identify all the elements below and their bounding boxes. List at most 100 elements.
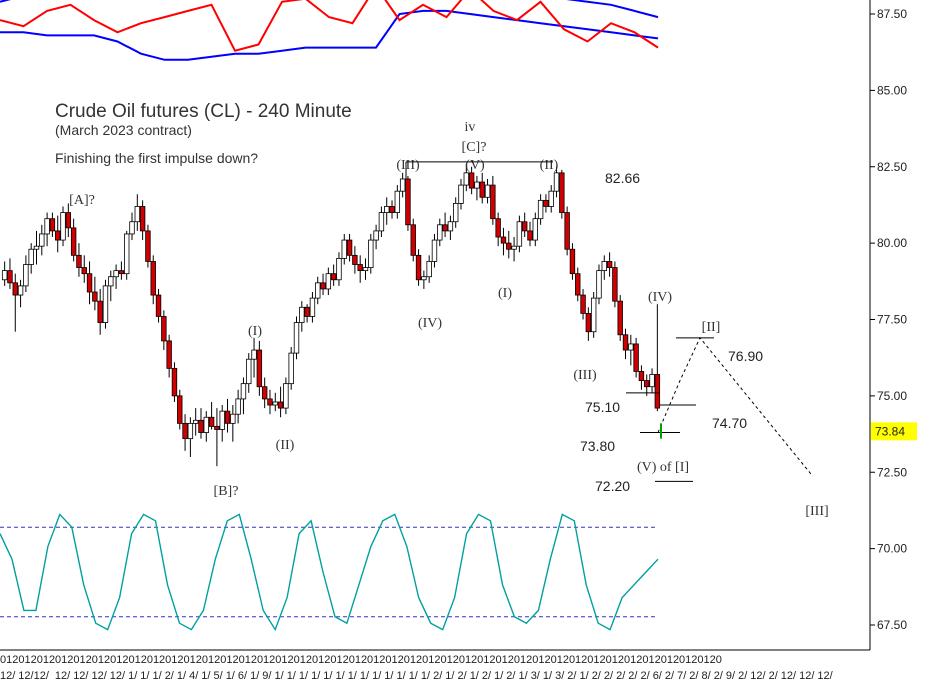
candle-body [511, 245, 517, 250]
candle-body [543, 199, 549, 207]
candle-body [596, 270, 602, 299]
candle-body [569, 248, 576, 275]
x-tick-label: 2/ [738, 670, 748, 682]
y-tick-label: 67.50 [877, 618, 907, 632]
x-tick-label: 1/ [348, 670, 358, 682]
candle-body [559, 172, 565, 213]
candle-body [612, 267, 618, 302]
x-axis-ticks: 0120120120120120120120120120120120120120… [0, 654, 834, 682]
wave-label: [B]? [214, 484, 239, 499]
x-tick-label: 2/ [506, 670, 516, 682]
x-tick-label: 12/ [817, 670, 833, 682]
x-tick-label: 1/ [287, 670, 297, 682]
x-tick-label: 1/ [372, 670, 382, 682]
candle-body [500, 236, 507, 244]
x-tick-label: 1/ [336, 670, 346, 682]
top-indicator-line [0, 0, 659, 19]
candle-body [224, 410, 231, 424]
candle-body [352, 254, 358, 265]
wave-label: [III] [805, 504, 828, 519]
candle-body [325, 273, 332, 290]
candle-body [410, 224, 416, 256]
wave-label: [II] [702, 320, 721, 335]
wave-label: (I) [248, 324, 262, 339]
x-tick-label: 12/ [750, 670, 766, 682]
candle-body [33, 245, 40, 250]
x-tick-label: 2/ [482, 670, 492, 682]
candle-body [405, 178, 411, 226]
y-tick-label: 70.00 [877, 542, 907, 556]
x-tick-label: 1/ [360, 670, 370, 682]
candle-body [293, 322, 300, 354]
x-tick-top-row: 0120120120120120120120120120120120120120… [0, 654, 722, 666]
candle-body [617, 300, 623, 336]
candle-body [1, 270, 8, 281]
candle-body [219, 410, 225, 430]
candle-body [65, 212, 72, 229]
x-tick-label: 1/ [543, 670, 553, 682]
candle-body [532, 218, 538, 241]
candle-body [102, 285, 109, 323]
price-level-label: 75.10 [585, 399, 620, 415]
x-tick-label: 2/ [433, 670, 443, 682]
candle-body [161, 316, 167, 342]
top-indicator-line [0, 0, 659, 52]
candle-body [124, 233, 130, 275]
x-tick-label: 1/ [140, 670, 150, 682]
candle-body [139, 206, 146, 232]
x-tick-label: 1/ [128, 670, 138, 682]
candle-body [198, 419, 204, 433]
candle-body [55, 230, 61, 241]
candle-body [283, 383, 289, 409]
y-axis-ticks: 67.50 70.00 72.50 75.00 77.50 80.00 82.50 85.00… [870, 7, 907, 632]
wave-label: (IV) [418, 316, 442, 331]
wave-label: (II) [276, 438, 295, 453]
candle-body [17, 285, 24, 296]
candle-body [431, 239, 438, 262]
candle-body [590, 297, 597, 333]
candle-body [346, 239, 353, 256]
candle-body [548, 190, 554, 207]
price-level-label: 82.66 [605, 170, 640, 186]
candle-body [272, 401, 278, 406]
candle-body [463, 172, 470, 186]
candle-body [426, 261, 432, 278]
wave-label: (III) [573, 368, 597, 383]
candle-body [373, 230, 379, 241]
candle-body [177, 395, 183, 424]
candle-body [81, 267, 87, 275]
candle-body [97, 300, 103, 323]
x-tick-label: 1/ [153, 670, 163, 682]
candle-body [601, 261, 607, 272]
annotations-group: [A]? [B]? (I) (II) (III) iv [C]? (V) (II) (IV) (I)… [69, 120, 828, 519]
x-tick-label: 12/ [92, 670, 108, 682]
x-tick-label: 2/ [689, 670, 699, 682]
candle-body [638, 371, 645, 381]
candle-body [628, 343, 634, 351]
x-tick-label: 12/ [799, 670, 815, 682]
candle-body [622, 334, 629, 351]
y-tick-label: 85.00 [877, 83, 907, 97]
x-tick-label: 12/ [110, 670, 126, 682]
x-tick-label: 1/ [201, 670, 211, 682]
x-tick-label: 2/ [641, 670, 651, 682]
candle-body [368, 239, 374, 268]
candle-body [39, 233, 45, 247]
candle-body [44, 218, 50, 235]
y-tick-label: 82.50 [877, 160, 907, 174]
projection-path [657, 336, 813, 476]
x-tick-label: 1/ [177, 670, 187, 682]
oscillator-panel [0, 513, 659, 632]
x-tick-label: 1/ [323, 670, 333, 682]
x-tick-label: 2/ [165, 670, 175, 682]
y-tick-label: 87.50 [877, 7, 907, 21]
candle-body [192, 419, 199, 424]
candle-body [341, 239, 347, 259]
x-tick-label: 1/ [384, 670, 394, 682]
x-tick-label: 1/ [299, 670, 309, 682]
x-tick-label: 1/ [226, 670, 236, 682]
top-indicator-panel [0, 0, 659, 61]
x-tick-label: 9/ [262, 670, 272, 682]
candle-body [113, 270, 119, 278]
x-tick-label: 2/ [628, 670, 638, 682]
